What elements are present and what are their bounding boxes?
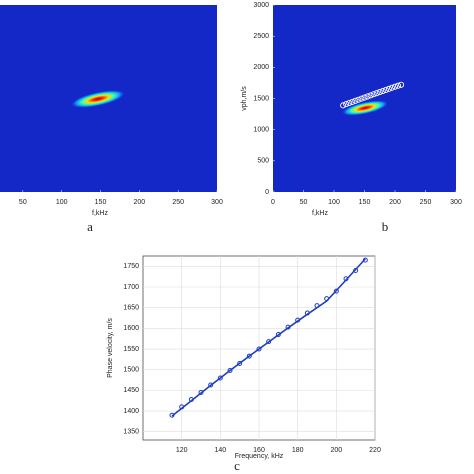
x-axis-label: f,kHz — [92, 210, 108, 217]
panel-label: a — [87, 219, 93, 234]
y-tick-label: 1500 — [123, 367, 139, 374]
hot-spot — [341, 100, 389, 116]
x-tick-label: 220 — [369, 447, 381, 454]
data-point — [343, 101, 350, 108]
y-tick-label: 3000 — [253, 2, 269, 9]
data-point — [379, 87, 386, 95]
data-point — [349, 98, 356, 105]
data-point — [364, 93, 371, 100]
x-tick-label: 50 — [300, 199, 308, 206]
data-point — [358, 95, 365, 102]
x-tick-label: 100 — [56, 199, 68, 206]
data-point — [373, 90, 380, 97]
y-tick-label: 1600 — [123, 325, 139, 332]
x-tick-label: 180 — [292, 447, 304, 454]
hot-spot — [70, 90, 126, 108]
y-tick-label: 1350 — [123, 429, 139, 436]
data-point — [275, 332, 281, 338]
data-point — [370, 91, 377, 98]
y-tick-label: 1500 — [253, 95, 269, 102]
data-point — [367, 92, 374, 99]
y-tick-label: 500 — [257, 158, 269, 165]
data-point — [388, 84, 396, 91]
x-tick-label: 200 — [133, 199, 145, 206]
data-point — [208, 382, 214, 388]
x-tick-label: 300 — [450, 199, 462, 206]
x-tick-label: 50 — [19, 199, 27, 206]
x-tick-label: 250 — [420, 199, 432, 206]
data-point — [227, 368, 233, 374]
data-point — [352, 97, 359, 104]
y-tick-label: 1450 — [123, 387, 139, 394]
data-point — [361, 94, 368, 101]
y-tick-label: 1400 — [123, 408, 139, 415]
x-tick-label: 120 — [176, 447, 188, 454]
panel-label: c — [234, 458, 240, 473]
y-tick-label: 1750 — [123, 263, 139, 270]
y-axis-label: Phase velocity, m/s — [107, 318, 114, 378]
data-point — [256, 346, 262, 352]
data-point — [355, 96, 362, 103]
x-tick-label: 160 — [253, 447, 265, 454]
data-point — [217, 375, 223, 381]
y-tick-label: 1700 — [123, 284, 139, 291]
x-axis-label: Frequency, kHz — [235, 453, 284, 460]
heatmap-b — [273, 5, 456, 192]
x-tick-label: 0 — [271, 199, 275, 206]
data-point — [340, 102, 347, 109]
x-tick-label: 150 — [359, 199, 371, 206]
x-tick-label: 300 — [211, 199, 223, 206]
panel-label: b — [382, 219, 389, 234]
x-tick-label: 140 — [214, 447, 226, 454]
y-tick-label: 2500 — [253, 33, 269, 40]
y-tick-label: 1000 — [253, 127, 269, 134]
data-point — [346, 99, 353, 107]
fit-line — [171, 258, 366, 417]
x-tick-label: 150 — [95, 199, 107, 206]
data-point — [385, 85, 392, 92]
y-axis-label: vph,m/s — [241, 86, 248, 111]
data-point — [391, 83, 399, 90]
x-tick-label: 200 — [330, 447, 342, 454]
x-axis-label: f,kHz — [312, 210, 328, 217]
data-point — [237, 361, 243, 367]
data-point — [382, 86, 389, 94]
y-tick-label: 1550 — [123, 346, 139, 353]
data-point — [333, 288, 339, 294]
y-tick-label: 0 — [265, 189, 269, 196]
x-tick-label: 250 — [172, 199, 184, 206]
y-tick-label: 2000 — [253, 64, 269, 71]
data-point — [376, 89, 383, 96]
data-point — [394, 82, 402, 89]
y-tick-label: 1650 — [123, 305, 139, 312]
data-point — [266, 339, 272, 345]
x-tick-label: 100 — [328, 199, 340, 206]
data-point — [246, 353, 252, 359]
data-point — [398, 81, 405, 88]
x-tick-label: 200 — [389, 199, 401, 206]
